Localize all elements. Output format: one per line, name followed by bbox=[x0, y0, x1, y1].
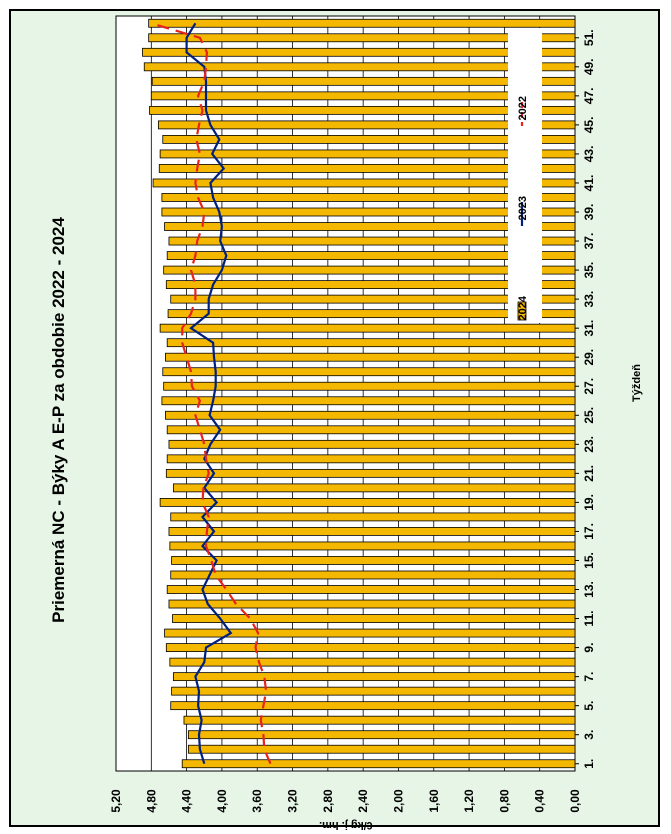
bar-2024 bbox=[161, 396, 576, 406]
bar-2024 bbox=[172, 483, 576, 493]
bar-2024 bbox=[142, 47, 576, 57]
x-axis-label: Týždeň bbox=[631, 364, 643, 402]
x-tick-label: 5. bbox=[582, 701, 596, 711]
bar-2024 bbox=[148, 18, 576, 28]
bar-2024 bbox=[172, 614, 576, 623]
y-tick-label: 0,80 bbox=[497, 789, 511, 813]
bar-2024 bbox=[165, 352, 576, 362]
legend: 2024 2023 2022 bbox=[508, 28, 542, 323]
x-tick-label: 7. bbox=[582, 672, 596, 682]
bar-2024 bbox=[149, 105, 576, 115]
bar-2024 bbox=[165, 643, 576, 652]
y-tick-label: 4,40 bbox=[180, 789, 194, 813]
bar-2024 bbox=[187, 730, 576, 740]
x-tick-label: 25. bbox=[582, 407, 596, 424]
bar-series-2024 bbox=[142, 18, 576, 769]
legend-swatch-2024 bbox=[517, 301, 527, 321]
bar-2024 bbox=[170, 570, 576, 580]
bar-2024 bbox=[163, 381, 576, 391]
bar-2024 bbox=[187, 744, 576, 754]
bar-2024 bbox=[158, 164, 576, 173]
x-tick-label: 19. bbox=[582, 494, 596, 511]
y-tick-label: 2,80 bbox=[321, 789, 335, 813]
y-tick-label: 4,80 bbox=[144, 789, 158, 813]
bar-2024 bbox=[162, 367, 576, 377]
x-tick-label: 39. bbox=[582, 204, 596, 221]
x-tick-label: 17. bbox=[582, 523, 596, 540]
x-axis-ticks: 1. 3. 5. 7. 9. 11. 13. 15. 17. 19. 21. 23. 25. 27. 29.… bbox=[575, 29, 596, 769]
bar-2024 bbox=[168, 599, 576, 609]
legend-label-2022: 2022 bbox=[517, 96, 529, 120]
x-tick-label: 29. bbox=[582, 349, 596, 366]
bar-2024 bbox=[166, 338, 576, 348]
bar-2024 bbox=[159, 323, 576, 333]
y-tick-label: 1,60 bbox=[427, 789, 441, 813]
bar-2024 bbox=[162, 135, 576, 144]
bar-2024 bbox=[169, 657, 576, 667]
x-tick-label: 23. bbox=[582, 436, 596, 453]
bar-2024 bbox=[170, 512, 576, 522]
y-tick-label: 3,20 bbox=[286, 789, 300, 813]
bar-2024 bbox=[168, 527, 576, 536]
bar-2024 bbox=[183, 715, 576, 725]
bar-2024 bbox=[171, 556, 576, 565]
legend-box bbox=[508, 28, 542, 323]
line-2022 bbox=[150, 22, 272, 765]
bar-2024 bbox=[164, 222, 576, 231]
y-axis-ticks: 0,00 0,40 0,80 1,20 1,60 2,00 2,40 2,80 3,20 3,60… bbox=[109, 789, 582, 813]
x-tick-label: 31. bbox=[582, 320, 596, 337]
x-tick-label: 15. bbox=[582, 552, 596, 569]
bar-2024 bbox=[170, 701, 576, 711]
bar-2024 bbox=[159, 498, 576, 507]
y-axis-label: €/kg j. hm. bbox=[319, 819, 373, 831]
bar-2024 bbox=[168, 439, 576, 449]
bar-2024 bbox=[165, 410, 576, 420]
chart-title: Priemerná NC - Býky A E-P za obdobie 202… bbox=[49, 217, 68, 623]
x-tick-label: 41. bbox=[582, 175, 596, 192]
y-tick-label: 2,40 bbox=[356, 789, 370, 813]
bar-2024 bbox=[151, 76, 576, 86]
x-tick-label: 11. bbox=[582, 611, 596, 627]
y-tick-label: 0,40 bbox=[533, 789, 547, 813]
x-tick-label: 3. bbox=[582, 730, 596, 740]
bar-2024 bbox=[164, 628, 576, 638]
y-tick-label: 3,60 bbox=[250, 789, 264, 813]
x-tick-label: 43. bbox=[582, 146, 596, 163]
legend-label-2023: 2023 bbox=[517, 196, 529, 220]
bar-2024 bbox=[171, 686, 576, 696]
bar-2024 bbox=[166, 585, 576, 594]
y-tick-label: 0,00 bbox=[568, 789, 582, 813]
x-tick-label: 35. bbox=[582, 262, 596, 279]
x-tick-label: 27. bbox=[582, 378, 596, 395]
bar-2024 bbox=[166, 425, 576, 435]
x-tick-label: 37. bbox=[582, 233, 596, 250]
bar-2024 bbox=[165, 280, 576, 289]
bar-2024 bbox=[161, 193, 576, 202]
line-2023 bbox=[185, 22, 233, 765]
bar-2024 bbox=[172, 672, 576, 682]
x-tick-label: 21. bbox=[582, 465, 596, 482]
x-tick-label: 47. bbox=[582, 88, 596, 105]
bar-2024 bbox=[166, 251, 576, 260]
x-tick-label: 1. bbox=[582, 759, 596, 769]
x-tick-label: 13. bbox=[582, 581, 596, 598]
y-tick-label: 1,20 bbox=[462, 789, 476, 813]
x-tick-label: 33. bbox=[582, 291, 596, 308]
bar-2024 bbox=[167, 309, 576, 319]
x-tick-label: 45. bbox=[582, 117, 596, 134]
x-tick-label: 9. bbox=[582, 643, 596, 653]
bar-2024 bbox=[166, 454, 576, 464]
bar-2024 bbox=[181, 759, 576, 769]
line-series bbox=[150, 22, 272, 765]
bar-2024 bbox=[165, 468, 576, 478]
y-tick-label: 5,20 bbox=[109, 789, 123, 813]
legend-label-2024: 2024 bbox=[517, 295, 529, 320]
y-tick-label: 2,00 bbox=[391, 789, 405, 813]
x-tick-label: 49. bbox=[582, 58, 596, 75]
x-tick-label: 51. bbox=[582, 29, 596, 46]
y-tick-label: 4,00 bbox=[215, 789, 229, 813]
bar-2024 bbox=[169, 541, 576, 551]
